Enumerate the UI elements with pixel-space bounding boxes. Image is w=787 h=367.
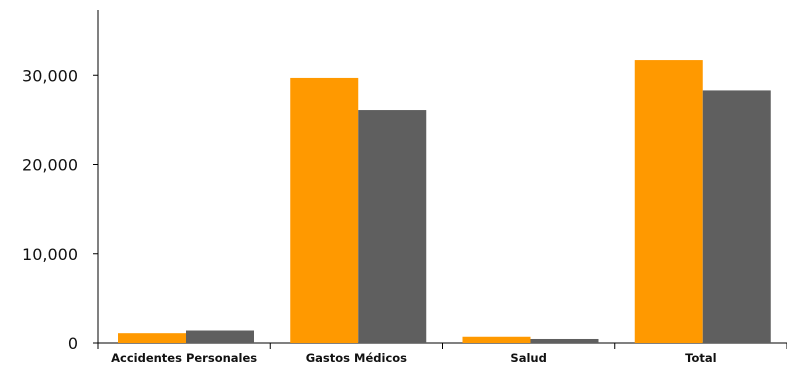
x-category-label: Salud xyxy=(510,351,546,365)
bar-series2-1 xyxy=(186,330,254,343)
y-tick-label: 0 xyxy=(68,334,78,353)
bar-series1-3 xyxy=(462,336,531,343)
x-category-label: Total xyxy=(685,351,716,365)
bar-series1-4 xyxy=(634,60,703,343)
bar-series2-3 xyxy=(530,338,599,343)
y-tick-label: 30,000 xyxy=(22,66,78,85)
x-category-label: Accidentes Personales xyxy=(111,351,257,365)
x-category-label: Gastos Médicos xyxy=(306,351,407,365)
y-tick-label: 20,000 xyxy=(22,156,78,175)
bar-series1-1 xyxy=(118,333,186,343)
bars xyxy=(118,60,771,344)
bar-series1-2 xyxy=(290,77,359,344)
bar-series2-4 xyxy=(702,90,771,343)
y-axis: 0 10,000 20,000 30,000 xyxy=(22,10,99,353)
y-tick-label: 10,000 xyxy=(22,245,78,264)
bar-series2-2 xyxy=(358,110,427,344)
x-axis: Accidentes Personales Gastos Médicos Salud… xyxy=(97,342,787,365)
